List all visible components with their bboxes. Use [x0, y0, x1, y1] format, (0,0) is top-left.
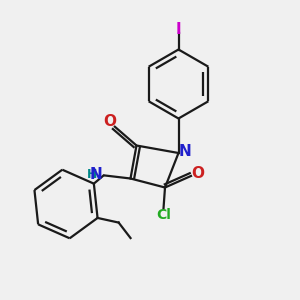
- Text: O: O: [103, 114, 116, 129]
- Text: N: N: [179, 144, 191, 159]
- Text: H: H: [87, 168, 98, 181]
- Text: O: O: [191, 167, 204, 182]
- Text: I: I: [176, 22, 181, 37]
- Text: N: N: [89, 167, 102, 182]
- Text: Cl: Cl: [156, 208, 171, 222]
